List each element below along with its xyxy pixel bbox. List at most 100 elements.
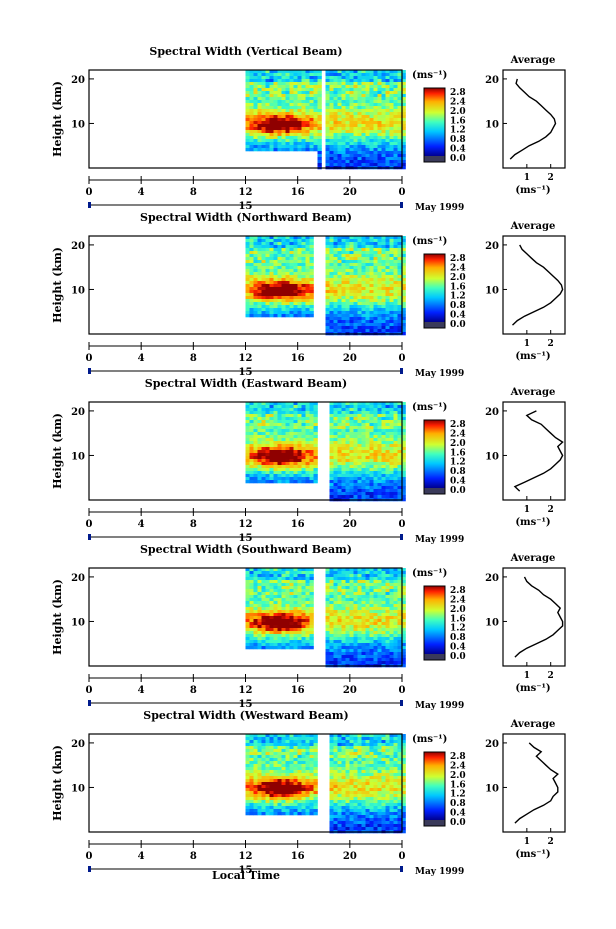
heatmap-cell xyxy=(357,568,362,572)
heatmap-cell xyxy=(357,85,362,89)
heatmap-cell xyxy=(245,76,250,80)
heatmap-cell xyxy=(273,423,278,427)
heatmap-cell xyxy=(397,417,402,421)
heatmap-cell xyxy=(349,160,354,164)
heatmap-cell xyxy=(385,97,390,101)
heatmap-cell xyxy=(369,287,374,291)
heatmap-cell xyxy=(289,254,294,258)
heatmap-cell xyxy=(373,634,378,638)
heatmap-cell xyxy=(361,598,366,602)
heatmap-cell xyxy=(393,257,398,261)
heatmap-cell xyxy=(381,658,386,662)
heatmap-cell xyxy=(389,459,394,463)
heatmap-cell xyxy=(269,145,274,149)
heatmap-cell xyxy=(393,136,398,140)
heatmap-cell xyxy=(261,598,266,602)
heatmap-cell xyxy=(373,459,378,463)
heatmap-cell xyxy=(249,432,254,436)
heatmap-cell xyxy=(313,402,318,406)
heatmap-cell xyxy=(381,103,386,107)
heatmap-cell xyxy=(401,115,406,119)
heatmap-cell xyxy=(357,82,362,86)
heatmap-cell xyxy=(249,423,254,427)
heatmap-cell xyxy=(341,655,346,659)
heatmap-cell xyxy=(285,302,290,306)
heatmap-cell xyxy=(365,94,370,98)
heatmap-cell xyxy=(345,148,350,152)
month-label: May 1999 xyxy=(415,369,464,379)
heatmap-cell xyxy=(269,426,274,430)
heatmap-cell xyxy=(325,586,330,590)
heatmap-cell xyxy=(309,580,314,584)
heatmap-cell xyxy=(401,275,406,279)
heatmap-cell xyxy=(397,133,402,137)
heatmap-cell xyxy=(313,459,318,463)
heatmap-cell xyxy=(265,770,270,774)
heatmap-cell xyxy=(261,109,266,113)
heatmap-cell xyxy=(277,465,282,469)
heatmap-cell xyxy=(249,269,254,273)
heatmap-cell xyxy=(289,115,294,119)
heatmap-cell xyxy=(261,296,266,300)
heatmap-cell xyxy=(369,601,374,605)
heatmap-cell xyxy=(345,287,350,291)
colorbar-tick-label: 0.0 xyxy=(450,320,466,330)
heatmap-cell xyxy=(293,402,298,406)
heatmap-cell xyxy=(261,589,266,593)
x-tick-label: 12 xyxy=(239,685,253,696)
heatmap-cell xyxy=(305,474,310,478)
heatmap-cell xyxy=(377,103,382,107)
heatmap-cell xyxy=(341,79,346,83)
heatmap-cell xyxy=(341,405,346,409)
heatmap-cell xyxy=(361,583,366,587)
heatmap-cell xyxy=(301,414,306,418)
heatmap-cell xyxy=(357,468,362,472)
heatmap-cell xyxy=(381,269,386,273)
heatmap-cell xyxy=(389,281,394,285)
heatmap-cell xyxy=(341,477,346,481)
heatmap-cell xyxy=(325,287,330,291)
heatmap-cell xyxy=(253,272,258,276)
heatmap-cell xyxy=(389,79,394,83)
heatmap-cell xyxy=(373,278,378,282)
heatmap-cell xyxy=(397,329,402,333)
heatmap-cell xyxy=(265,88,270,92)
heatmap-cell xyxy=(273,275,278,279)
heatmap-cell xyxy=(261,631,266,635)
heatmap-cell xyxy=(269,607,274,611)
heatmap-cell xyxy=(253,435,258,439)
heatmap-cell xyxy=(341,257,346,261)
heatmap-cell xyxy=(369,320,374,324)
heatmap-cell xyxy=(249,459,254,463)
heatmap-cell xyxy=(261,740,266,744)
heatmap-cell xyxy=(341,269,346,273)
heatmap-cell xyxy=(273,607,278,611)
heatmap-cell xyxy=(393,619,398,623)
heatmap-cell xyxy=(337,296,342,300)
heatmap-cell xyxy=(301,613,306,617)
heatmap-cell xyxy=(377,70,382,74)
heatmap-cell xyxy=(281,284,286,288)
heatmap-cell xyxy=(381,661,386,665)
heatmap-cell xyxy=(285,586,290,590)
heatmap-cell xyxy=(325,571,330,575)
heatmap-cell xyxy=(277,604,282,608)
heatmap-cell xyxy=(265,70,270,74)
heatmap-cell xyxy=(385,613,390,617)
heatmap-cell xyxy=(361,492,366,496)
heatmap-cell xyxy=(349,652,354,656)
heatmap-cell xyxy=(269,293,274,297)
heatmap-cell xyxy=(361,236,366,240)
heatmap-cell xyxy=(281,589,286,593)
heatmap-cell xyxy=(293,574,298,578)
heatmap-cell xyxy=(397,296,402,300)
heatmap-cell xyxy=(357,121,362,125)
heatmap-cell xyxy=(361,474,366,478)
heatmap-cell xyxy=(401,435,406,439)
heatmap-cell xyxy=(333,118,338,122)
heatmap-cell xyxy=(353,266,358,270)
heatmap-cell xyxy=(345,601,350,605)
heatmap-cell xyxy=(285,97,290,101)
heatmap-cell xyxy=(401,76,406,80)
heatmap-cell xyxy=(273,592,278,596)
